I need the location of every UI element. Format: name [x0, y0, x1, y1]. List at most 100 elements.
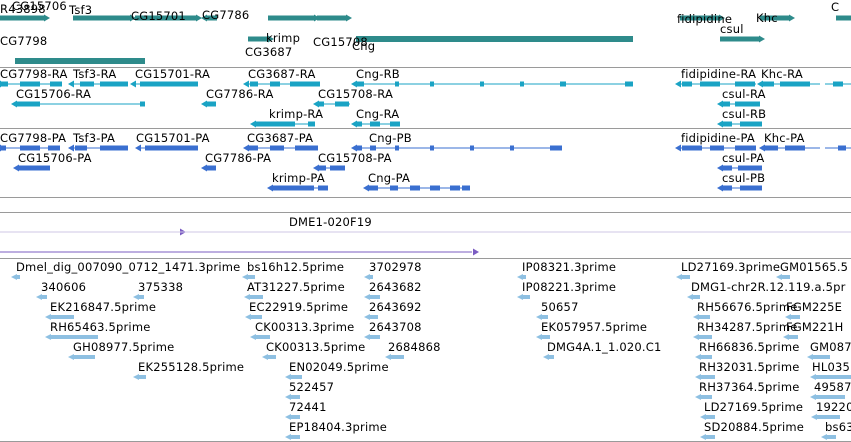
- feature-block[interactable]: [430, 81, 434, 87]
- proteins-feature-label[interactable]: Khc-PA: [764, 131, 805, 145]
- feature-block[interactable]: [100, 81, 128, 87]
- feature-block[interactable]: [682, 145, 702, 151]
- feature-block[interactable]: [738, 165, 762, 171]
- feature-block[interactable]: [390, 185, 398, 191]
- proteins-feature-label[interactable]: Tsf3-PA: [73, 131, 116, 145]
- feature-block[interactable]: [48, 145, 60, 151]
- feature-block[interactable]: [0, 145, 6, 151]
- ests-feature-label[interactable]: DMG1-chr2R.12.119.a.5pr: [691, 280, 846, 294]
- ests-feature-label[interactable]: FGM225E: [786, 300, 843, 314]
- ests-feature-label[interactable]: EK216847.5prime: [50, 300, 157, 314]
- feature-block[interactable]: [356, 145, 362, 151]
- feature-block[interactable]: [20, 145, 40, 151]
- feature-block[interactable]: [16, 101, 40, 107]
- ests-feature-label[interactable]: GM087: [810, 340, 851, 354]
- feature-block[interactable]: [722, 185, 732, 191]
- feature-block[interactable]: [390, 355, 404, 359]
- feature-block[interactable]: [248, 145, 258, 151]
- feature-block[interactable]: [20, 81, 40, 87]
- feature-block[interactable]: [522, 295, 530, 299]
- feature-block[interactable]: [833, 81, 843, 87]
- feature-block[interactable]: [330, 165, 345, 171]
- feature-block[interactable]: [790, 315, 800, 319]
- ests-feature-label[interactable]: GM01565.5: [780, 260, 849, 274]
- ests-feature-label[interactable]: 50657: [541, 300, 579, 314]
- feature-block[interactable]: [80, 81, 94, 87]
- ests-feature-label[interactable]: 2643708: [369, 320, 422, 334]
- feature-block[interactable]: [368, 185, 378, 191]
- ests-feature-label[interactable]: 3702978: [369, 260, 422, 274]
- feature-block[interactable]: [270, 145, 284, 151]
- transcripts-feature-label[interactable]: Cng-RA: [356, 107, 400, 121]
- transcripts-feature-label[interactable]: CG7798-RA: [0, 67, 68, 81]
- ests-feature-label[interactable]: RH34287.5prime: [697, 320, 798, 334]
- feature-block[interactable]: [541, 335, 550, 339]
- proteins-feature-label[interactable]: krimp-PA: [272, 171, 325, 185]
- feature-block[interactable]: [510, 145, 514, 151]
- transcripts-feature-label[interactable]: krimp-RA: [269, 107, 324, 121]
- proteins-feature-label[interactable]: CG3687-PA: [247, 131, 314, 145]
- feature-block[interactable]: [369, 275, 373, 279]
- feature-block[interactable]: [450, 185, 460, 191]
- genes-feature-label[interactable]: csul: [720, 22, 744, 36]
- feature-block[interactable]: [722, 101, 730, 107]
- feature-block[interactable]: [206, 165, 216, 171]
- feature-block[interactable]: [50, 81, 62, 87]
- transcripts-feature-label[interactable]: Khc-RA: [761, 67, 803, 81]
- feature-block[interactable]: [248, 36, 269, 42]
- proteins-feature-label[interactable]: CG15708-PA: [318, 151, 392, 165]
- feature-block[interactable]: [145, 145, 198, 151]
- transcripts-feature-label[interactable]: csul-RB: [722, 107, 767, 121]
- feature-block[interactable]: [317, 15, 347, 21]
- ests-feature-label[interactable]: 2643682: [369, 280, 422, 294]
- transcripts-feature-label[interactable]: Tsf3-RA: [73, 67, 117, 81]
- feature-block[interactable]: [541, 315, 548, 319]
- genes-feature-label[interactable]: Tsf3: [69, 3, 93, 17]
- transcripts-feature-label[interactable]: CG15701-RA: [135, 67, 211, 81]
- genes-feature-label[interactable]: Cng: [352, 39, 376, 53]
- ests-feature-label[interactable]: 72441: [289, 400, 327, 414]
- feature-block[interactable]: [290, 81, 320, 87]
- feature-block[interactable]: [836, 15, 851, 21]
- feature-block[interactable]: [780, 81, 810, 87]
- feature-block[interactable]: [550, 145, 562, 151]
- feature-block[interactable]: [760, 15, 790, 21]
- gene-cg15706-block[interactable]: [15, 58, 145, 64]
- genes-feature-label[interactable]: R43898: [0, 2, 46, 16]
- proteins-feature-label[interactable]: CG7798-PA: [0, 131, 67, 145]
- ests-feature-label[interactable]: RH37364.5prime: [699, 380, 800, 394]
- ests-feature-label[interactable]: DMG4A.1_1.020.C1: [547, 340, 662, 354]
- feature-block[interactable]: [720, 36, 760, 42]
- feature-block[interactable]: [270, 81, 280, 87]
- feature-block[interactable]: [290, 395, 300, 399]
- feature-block[interactable]: [268, 15, 315, 21]
- ests-feature-label[interactable]: LD27169.3prime: [681, 260, 781, 274]
- feature-block[interactable]: [140, 81, 198, 87]
- clones-feature-label[interactable]: DME1-020F19: [289, 215, 372, 229]
- feature-block[interactable]: [369, 335, 380, 339]
- feature-block[interactable]: [356, 121, 362, 127]
- ests-feature-label[interactable]: Dmel_dig_007090_0712_1471.3prime: [16, 260, 241, 274]
- feature-block[interactable]: [41, 295, 47, 299]
- feature-block[interactable]: [50, 315, 74, 319]
- feature-block[interactable]: [272, 185, 314, 191]
- feature-block[interactable]: [560, 81, 566, 87]
- feature-block[interactable]: [73, 15, 131, 21]
- transcripts-feature-label[interactable]: CG3687-RA: [248, 67, 316, 81]
- proteins-feature-label[interactable]: Cng-PB: [369, 131, 412, 145]
- feature-block[interactable]: [788, 335, 798, 339]
- ests-feature-label[interactable]: AT31227.5prime: [247, 280, 345, 294]
- feature-block[interactable]: [815, 375, 851, 379]
- feature-block[interactable]: [0, 81, 8, 87]
- feature-block[interactable]: [700, 395, 712, 399]
- feature-block[interactable]: [700, 375, 715, 379]
- genes-feature-label[interactable]: krimp: [266, 31, 301, 45]
- feature-block[interactable]: [430, 185, 440, 191]
- feature-block[interactable]: [16, 275, 20, 279]
- feature-block[interactable]: [73, 355, 95, 359]
- ests-feature-label[interactable]: GH08977.5prime: [73, 340, 175, 354]
- ests-feature-label[interactable]: IP08221.3prime: [522, 280, 617, 294]
- feature-block[interactable]: [308, 121, 315, 127]
- ests-feature-label[interactable]: RH56676.5prime: [697, 300, 798, 314]
- feature-block[interactable]: [722, 165, 732, 171]
